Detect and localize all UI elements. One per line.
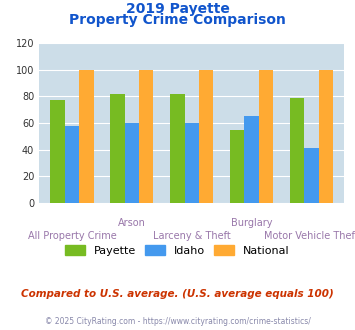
Text: Burglary: Burglary bbox=[231, 218, 272, 228]
Bar bbox=[65, 126, 79, 203]
Text: Arson: Arson bbox=[118, 218, 146, 228]
Text: Motor Vehicle Theft: Motor Vehicle Theft bbox=[264, 231, 355, 241]
Bar bbox=[199, 70, 213, 203]
Bar bbox=[290, 98, 304, 203]
Bar bbox=[318, 70, 333, 203]
Bar bbox=[110, 94, 125, 203]
Bar bbox=[185, 123, 199, 203]
Bar bbox=[244, 116, 259, 203]
Text: Compared to U.S. average. (U.S. average equals 100): Compared to U.S. average. (U.S. average … bbox=[21, 289, 334, 299]
Bar bbox=[139, 70, 153, 203]
Text: 2019 Payette: 2019 Payette bbox=[126, 2, 229, 16]
Text: © 2025 CityRating.com - https://www.cityrating.com/crime-statistics/: © 2025 CityRating.com - https://www.city… bbox=[45, 317, 310, 326]
Legend: Payette, Idaho, National: Payette, Idaho, National bbox=[61, 241, 294, 260]
Bar bbox=[50, 100, 65, 203]
Text: Property Crime Comparison: Property Crime Comparison bbox=[69, 13, 286, 27]
Bar bbox=[79, 70, 93, 203]
Bar bbox=[170, 94, 185, 203]
Text: Larceny & Theft: Larceny & Theft bbox=[153, 231, 231, 241]
Bar bbox=[259, 70, 273, 203]
Bar bbox=[230, 130, 244, 203]
Bar bbox=[125, 123, 139, 203]
Bar bbox=[304, 148, 318, 203]
Text: All Property Crime: All Property Crime bbox=[28, 231, 116, 241]
